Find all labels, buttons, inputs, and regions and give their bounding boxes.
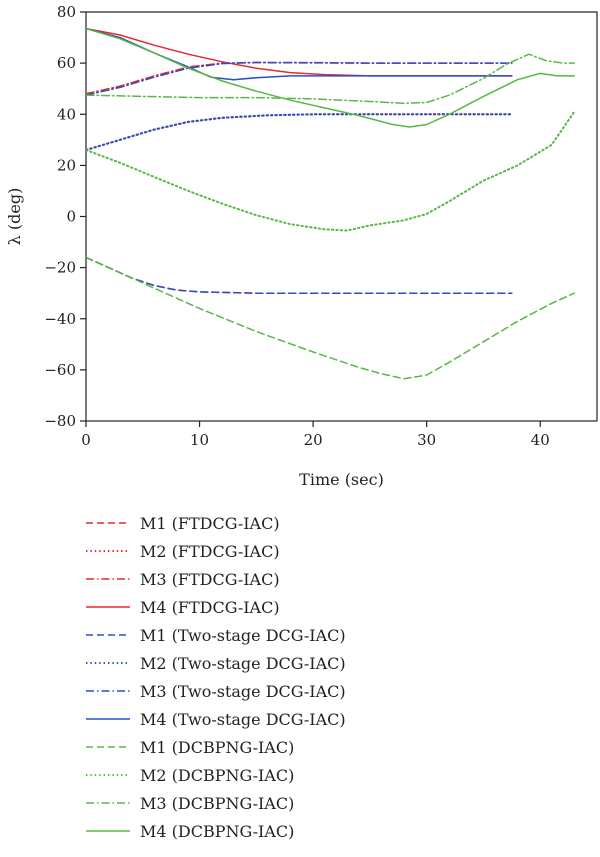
legend: M1 (FTDCG-IAC) M2 (FTDCG-IAC) M3 (FTDCG-IA… [86, 514, 346, 841]
legend-label: M2 (DCBPNG-IAC) [140, 766, 294, 785]
series-line [86, 61, 513, 96]
series-lines [86, 27, 576, 380]
series-line [86, 256, 576, 380]
y-tick-label: −60 [44, 361, 76, 379]
y-axis-label: λ (deg) [5, 188, 24, 246]
legend-label: M3 (DCBPNG-IAC) [140, 794, 294, 813]
x-axis: 0 10 20 30 40 [81, 421, 550, 449]
x-tick-label: 10 [190, 431, 209, 449]
series-line [86, 53, 576, 105]
legend-label: M2 (Two-stage DCG-IAC) [140, 654, 346, 673]
legend-label: M4 (DCBPNG-IAC) [140, 822, 294, 841]
series-line [86, 110, 576, 232]
series-line [86, 27, 513, 77]
legend-label: M3 (FTDCG-IAC) [140, 570, 280, 589]
series-line [86, 27, 576, 128]
x-tick-label: 20 [304, 431, 323, 449]
x-tick-label: 40 [531, 431, 550, 449]
y-tick-label: 40 [57, 105, 76, 123]
y-axis: 80 60 40 20 0 −20 −40 −60 −80 [44, 3, 86, 430]
legend-label: M1 (Two-stage DCG-IAC) [140, 626, 346, 645]
y-tick-label: −20 [44, 259, 76, 277]
y-tick-label: 0 [66, 208, 76, 226]
axes: 0 10 20 30 40 80 60 40 20 0 −20 −40 −60 −80 Time (se… [5, 3, 598, 489]
series-line [86, 256, 513, 294]
legend-label: M1 (FTDCG-IAC) [140, 514, 280, 533]
legend-label: M4 (Two-stage DCG-IAC) [140, 710, 346, 729]
y-tick-label: −40 [44, 310, 76, 328]
series-line [86, 113, 513, 151]
legend-label: M1 (DCBPNG-IAC) [140, 738, 294, 757]
x-tick-label: 30 [417, 431, 436, 449]
y-tick-label: −80 [44, 412, 76, 430]
series-line [86, 113, 513, 151]
y-tick-label: 60 [57, 54, 76, 72]
legend-label: M4 (FTDCG-IAC) [140, 598, 280, 617]
y-tick-label: 20 [57, 156, 76, 174]
series-line [86, 27, 513, 81]
series-line [86, 256, 513, 294]
x-axis-label: Time (sec) [299, 470, 384, 489]
legend-label: M3 (Two-stage DCG-IAC) [140, 682, 346, 701]
y-tick-label: 80 [57, 3, 76, 21]
legend-label: M2 (FTDCG-IAC) [140, 542, 280, 561]
x-tick-label: 0 [81, 431, 91, 449]
